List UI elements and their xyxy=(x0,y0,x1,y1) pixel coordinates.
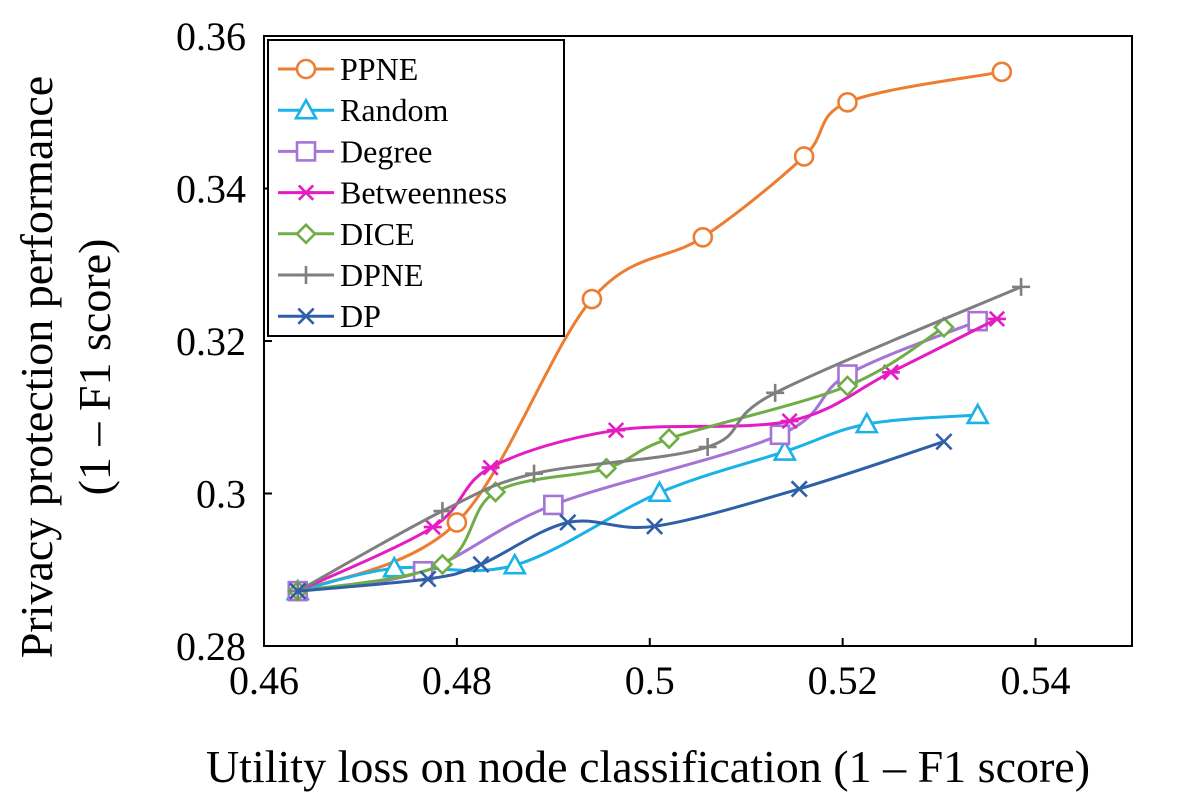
y-tick-label: 0.34 xyxy=(176,167,246,212)
legend-entry: Random xyxy=(278,92,449,128)
data-point xyxy=(658,427,680,450)
axis-ticks: 0.46 0.48 0.5 0.52 0.54 0.28 0.3 0.32 0.34 0.36 xyxy=(176,14,1071,703)
legend-entry: DP xyxy=(278,298,381,334)
data-point xyxy=(543,494,564,516)
legend-marker xyxy=(297,307,315,325)
data-point xyxy=(581,288,603,310)
legend-label: Degree xyxy=(340,133,432,169)
series-dice xyxy=(286,316,955,602)
data-point xyxy=(991,61,1013,83)
y-axis-title-line2: (1 – F1 score) xyxy=(69,239,120,496)
y-tick-label: 0.3 xyxy=(196,472,246,517)
data-point xyxy=(854,411,879,434)
series-layer xyxy=(285,61,1031,602)
legend-marker xyxy=(293,97,319,120)
data-point xyxy=(1012,277,1031,296)
series-line xyxy=(297,317,998,593)
y-tick-label: 0.28 xyxy=(176,624,246,669)
legend-label: DPNE xyxy=(340,257,424,293)
data-point xyxy=(772,438,798,461)
series-line xyxy=(297,319,979,593)
legend-label: Random xyxy=(340,92,449,128)
y-tick-label: 0.36 xyxy=(176,14,246,59)
series-betweenness xyxy=(288,310,1006,600)
data-point xyxy=(698,437,717,456)
data-point xyxy=(423,518,442,536)
legend-entry: DPNE xyxy=(278,257,424,293)
data-point xyxy=(793,146,815,167)
data-point xyxy=(607,422,626,439)
series-random xyxy=(285,402,990,601)
data-point xyxy=(780,412,799,430)
data-point xyxy=(502,552,527,575)
legend-marker xyxy=(295,141,317,162)
data-point xyxy=(431,553,454,576)
data-point xyxy=(446,512,468,533)
series-line xyxy=(297,413,978,593)
data-point xyxy=(790,480,808,498)
legend-label: PPNE xyxy=(340,51,418,87)
x-tick-label: 0.54 xyxy=(1001,658,1071,703)
x-tick-label: 0.5 xyxy=(625,658,675,703)
data-point xyxy=(837,92,858,113)
data-point xyxy=(766,383,785,402)
data-point xyxy=(987,310,1006,328)
legend-entry: DICE xyxy=(278,216,415,252)
data-point xyxy=(472,555,490,573)
data-point xyxy=(769,424,791,446)
legend-marker xyxy=(297,184,315,201)
data-point xyxy=(419,570,437,588)
data-point xyxy=(289,582,307,600)
legend-label: DP xyxy=(340,298,381,334)
data-point xyxy=(559,513,577,532)
y-tick-label: 0.32 xyxy=(176,319,246,364)
legend-label: Betweenness xyxy=(340,175,507,211)
data-point xyxy=(836,375,859,397)
data-point xyxy=(647,480,672,503)
legend-marker xyxy=(297,266,315,284)
x-tick-label: 0.46 xyxy=(229,658,299,703)
data-point xyxy=(935,433,953,451)
series-line xyxy=(297,285,1022,593)
data-point xyxy=(481,459,500,476)
y-axis-title-line1: Privacy protection performance xyxy=(11,76,62,658)
data-point xyxy=(433,502,452,521)
legend-marker xyxy=(295,222,317,245)
legend-entry: Betweenness xyxy=(278,175,507,211)
legend-entry: Degree xyxy=(278,133,432,169)
data-point xyxy=(965,402,990,425)
legend-box xyxy=(267,39,565,337)
x-tick-label: 0.52 xyxy=(808,658,878,703)
legend: PPNE Random Degree Betweenness DICE DPNE DP xyxy=(267,39,565,337)
series-dp xyxy=(289,433,953,600)
data-point xyxy=(646,517,664,535)
x-tick-label: 0.48 xyxy=(422,658,492,703)
legend-marker xyxy=(295,58,317,80)
data-point xyxy=(692,227,714,248)
data-point xyxy=(525,464,544,483)
x-axis-title: Utility loss on node classification (1 –… xyxy=(206,741,1090,792)
legend-label: DICE xyxy=(340,216,415,252)
data-point xyxy=(381,555,407,578)
data-point xyxy=(933,316,955,339)
legend-entry: PPNE xyxy=(278,51,418,87)
